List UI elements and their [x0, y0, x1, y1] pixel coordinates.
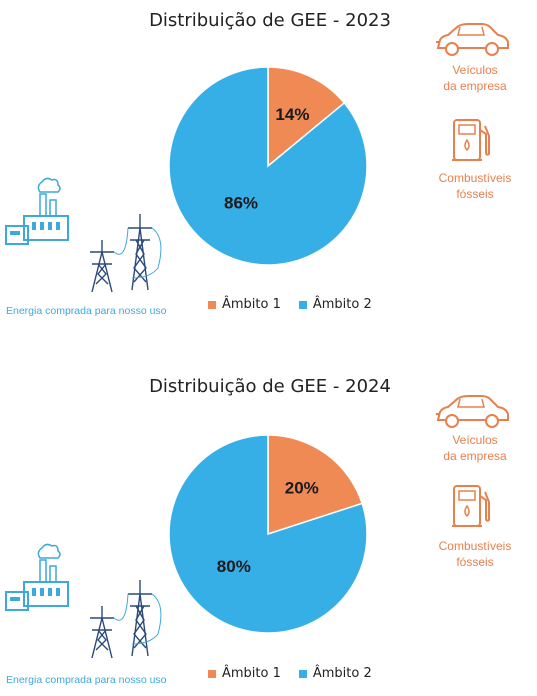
legend-swatch-ambito1 [208, 300, 216, 309]
fuels-label-line1: Combustíveis [438, 171, 512, 185]
legend-swatch-ambito2 [298, 669, 307, 678]
fuels-label-line2: fósseis [456, 555, 494, 569]
vehicles-label-line1: Veículos [452, 433, 498, 447]
chart-title: Distribuição de GEE - 2023 [149, 10, 391, 31]
pie-chart-2024: 20% 80% [168, 434, 368, 634]
chart-title: Distribuição de GEE - 2024 [149, 376, 391, 397]
pie-slice-2 [168, 434, 368, 634]
vehicles-label-line2: da empresa [443, 79, 507, 93]
data-label-1: 20% [285, 479, 319, 498]
legend-label: Âmbito 1 [222, 297, 281, 312]
data-label-1: 14% [275, 105, 309, 124]
factory-icon [5, 543, 69, 611]
fuel-pump-icon [452, 119, 490, 161]
legend-swatch-ambito2 [298, 300, 307, 309]
legend-swatch-ambito1 [208, 669, 216, 678]
fuel-pump-icon [452, 485, 490, 527]
vehicles-label-line1: Veículos [452, 63, 498, 77]
vehicles-label: Veículos da empresa [420, 62, 530, 94]
pie-chart-2023: 14% 86% [168, 66, 368, 266]
fuels-label-line1: Combustíveis [438, 539, 512, 553]
factory-icon [5, 177, 69, 245]
legend-item-ambito2: Âmbito 2 [298, 666, 372, 681]
legend: Âmbito 1 Âmbito 2 [208, 666, 372, 681]
chart-panel-2024: Distribuição de GEE - 2024 20% 80% Âmbito… [0, 348, 537, 696]
legend: Âmbito 1 Âmbito 2 [208, 297, 372, 312]
data-label-2: 80% [217, 557, 251, 576]
chart-panel-2023: Distribuição de GEE - 2023 14% 86% Âmbito… [5, 10, 530, 317]
energy-label: Energia comprada para nosso uso [6, 305, 167, 317]
pie-slice-1 [267, 66, 346, 168]
data-label-2: 86% [224, 193, 258, 212]
fuels-label-line2: fósseis [456, 187, 494, 201]
car-icon [436, 395, 509, 428]
legend-item-ambito2: Âmbito 2 [298, 297, 372, 312]
legend-item-ambito1: Âmbito 1 [208, 297, 281, 312]
legend-label: Âmbito 2 [312, 297, 372, 312]
car-icon [436, 23, 509, 56]
energy-label: Energia comprada para nosso uso [6, 674, 167, 686]
legend-label: Âmbito 1 [222, 666, 281, 681]
legend-item-ambito1: Âmbito 1 [208, 666, 281, 681]
fuels-label: Combustíveis fósseis [420, 170, 530, 202]
pie-slice-2 [168, 66, 368, 266]
power-pylon-icon [90, 214, 162, 292]
vehicles-label: Veículos da empresa [420, 432, 530, 464]
vehicles-label-line2: da empresa [443, 449, 507, 463]
pie-slice-1 [267, 434, 364, 536]
fuels-label: Combustíveis fósseis [420, 538, 530, 570]
legend-label: Âmbito 2 [312, 666, 372, 681]
power-pylon-icon [90, 580, 162, 658]
